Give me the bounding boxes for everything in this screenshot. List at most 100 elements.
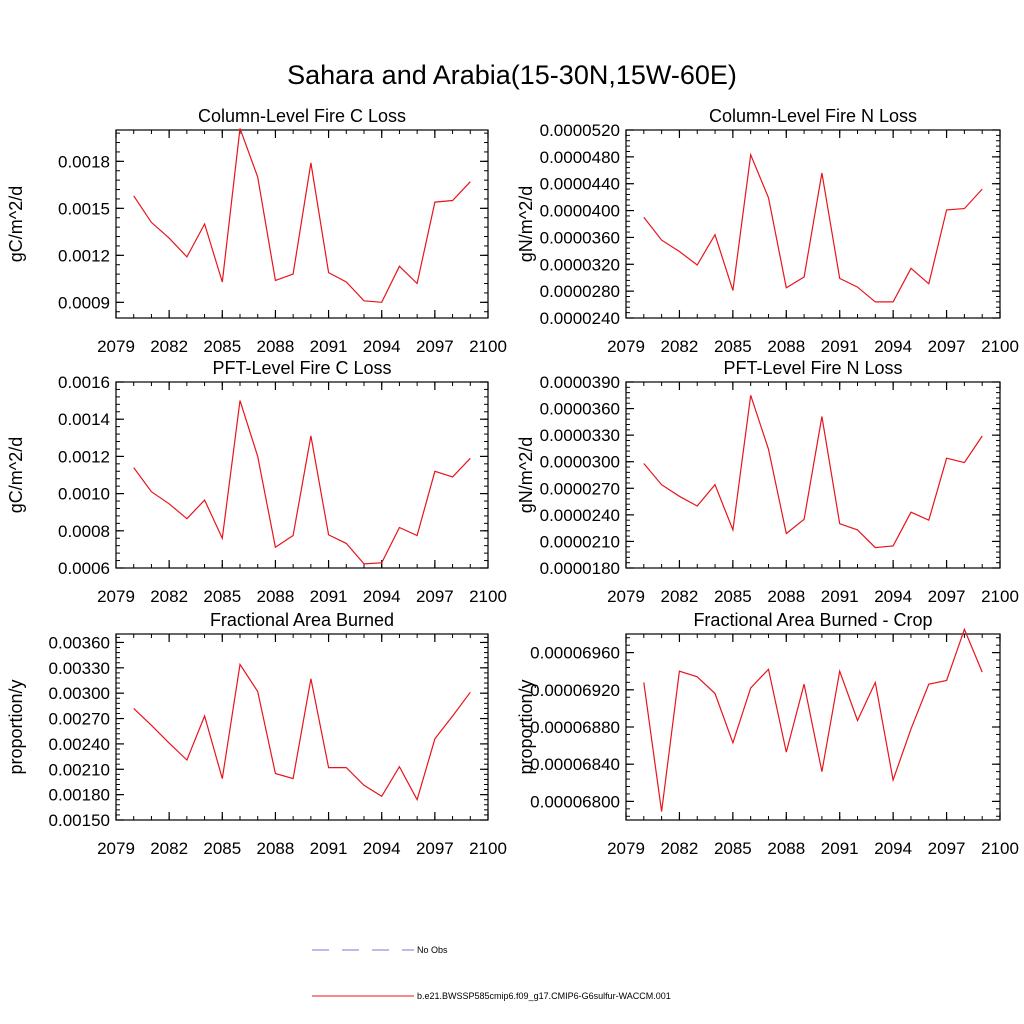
x-tick-label: 2085 — [714, 587, 752, 606]
panel-title: Fractional Area Burned - Crop — [693, 610, 932, 630]
x-tick-label: 2082 — [150, 587, 188, 606]
x-tick-label: 2091 — [821, 587, 859, 606]
y-tick-label: 0.0008 — [58, 522, 110, 541]
y-axis-label: proportion/y — [6, 679, 26, 774]
y-tick-label: 0.00006960 — [530, 644, 620, 663]
y-tick-label: 0.0000360 — [540, 400, 620, 419]
x-tick-label: 2097 — [928, 839, 966, 858]
y-axis-label: gC/m^2/d — [6, 186, 26, 262]
y-tick-label: 0.00180 — [49, 786, 110, 805]
legend-label: b.e21.BWSSP585cmip6.f09_g17.CMIP6-G6sulf… — [417, 991, 671, 1001]
plot-frame — [625, 129, 1001, 319]
x-tick-label: 2091 — [310, 587, 348, 606]
y-tick-label: 0.00006840 — [530, 755, 620, 774]
x-tick-label: 2082 — [150, 337, 188, 356]
plot-frame — [625, 381, 1001, 569]
x-tick-label: 2094 — [363, 337, 401, 356]
x-tick-label: 2091 — [821, 839, 859, 858]
series-line — [643, 395, 983, 549]
chart-panel: Column-Level Fire C Loss gC/m^2/d 2079 2082… — [6, 106, 507, 356]
chart-panel: Column-Level Fire N Loss gN/m^2/d 2079 2082… — [516, 106, 1019, 356]
y-tick-label: 0.0000440 — [540, 175, 620, 194]
x-tick-label: 2094 — [363, 587, 401, 606]
y-tick-label: 0.00300 — [49, 684, 110, 703]
y-tick-label: 0.0014 — [58, 410, 110, 429]
panel-title: Column-Level Fire C Loss — [198, 106, 406, 126]
y-axis-label: gN/m^2/d — [516, 437, 536, 513]
y-tick-label: 0.0000480 — [540, 148, 620, 167]
x-tick-label: 2088 — [767, 839, 805, 858]
x-tick-label: 2088 — [767, 337, 805, 356]
y-tick-label: 0.00210 — [49, 760, 110, 779]
x-tick-label: 2094 — [363, 839, 401, 858]
x-tick-label: 2100 — [981, 587, 1019, 606]
x-tick-label: 2094 — [874, 839, 912, 858]
x-tick-label: 2091 — [310, 839, 348, 858]
y-tick-label: 0.0000400 — [540, 202, 620, 221]
x-tick-label: 2085 — [203, 337, 241, 356]
y-tick-label: 0.0010 — [58, 485, 110, 504]
plot-frame — [115, 633, 489, 821]
x-tick-label: 2094 — [874, 337, 912, 356]
y-axis-label: proportion/y — [516, 679, 536, 774]
x-tick-label: 2085 — [203, 839, 241, 858]
y-tick-label: 0.00150 — [49, 811, 110, 830]
x-tick-label: 2088 — [257, 839, 295, 858]
x-tick-label: 2100 — [981, 337, 1019, 356]
y-tick-label: 0.0009 — [58, 293, 110, 312]
series-line — [133, 128, 471, 303]
x-tick-label: 2082 — [661, 337, 699, 356]
panels: Column-Level Fire C Loss gC/m^2/d 2079 2082… — [6, 106, 1019, 858]
y-tick-label: 0.0016 — [58, 373, 110, 392]
x-tick-label: 2097 — [928, 337, 966, 356]
x-tick-label: 2079 — [97, 839, 135, 858]
chart-panel: PFT-Level Fire N Loss gN/m^2/d 2079 2082 208… — [516, 358, 1019, 606]
figure-title: Sahara and Arabia(15-30N,15W-60E) — [287, 60, 737, 90]
x-tick-label: 2097 — [928, 587, 966, 606]
panel-title: Column-Level Fire N Loss — [709, 106, 917, 126]
chart-panel: Fractional Area Burned proportion/y 2079 20… — [6, 610, 507, 858]
x-tick-label: 2088 — [257, 587, 295, 606]
panel-title: PFT-Level Fire C Loss — [212, 358, 391, 378]
y-tick-label: 0.00270 — [49, 710, 110, 729]
y-tick-label: 0.0000320 — [540, 255, 620, 274]
x-tick-label: 2088 — [257, 337, 295, 356]
chart-panel: Fractional Area Burned - Crop proportion/… — [516, 610, 1019, 858]
y-tick-label: 0.00330 — [49, 659, 110, 678]
y-tick-label: 0.00360 — [49, 633, 110, 652]
x-tick-label: 2079 — [607, 839, 645, 858]
y-tick-label: 0.00240 — [49, 735, 110, 754]
x-tick-label: 2088 — [767, 587, 805, 606]
x-tick-label: 2085 — [714, 337, 752, 356]
x-tick-label: 2082 — [150, 839, 188, 858]
y-tick-label: 0.0000390 — [540, 373, 620, 392]
y-tick-label: 0.0000280 — [540, 282, 620, 301]
y-tick-label: 0.0000330 — [540, 426, 620, 445]
series-line — [133, 662, 471, 802]
x-tick-label: 2082 — [661, 587, 699, 606]
x-tick-label: 2082 — [661, 839, 699, 858]
y-tick-label: 0.0000210 — [540, 532, 620, 551]
y-tick-label: 0.0000240 — [540, 309, 620, 328]
series-line — [643, 152, 983, 303]
y-tick-label: 0.0006 — [58, 559, 110, 578]
x-tick-label: 2100 — [981, 839, 1019, 858]
x-tick-label: 2100 — [469, 337, 507, 356]
y-tick-label: 0.0012 — [58, 447, 110, 466]
y-tick-label: 0.00006800 — [530, 792, 620, 811]
chart-panel: PFT-Level Fire C Loss gC/m^2/d 2079 2082 208… — [6, 358, 507, 606]
x-tick-label: 2097 — [416, 587, 454, 606]
x-tick-label: 2094 — [874, 587, 912, 606]
y-tick-label: 0.0000520 — [540, 121, 620, 140]
x-tick-label: 2079 — [607, 587, 645, 606]
x-tick-label: 2079 — [97, 337, 135, 356]
x-tick-label: 2079 — [607, 337, 645, 356]
legend: No Obs b.e21.BWSSP585cmip6.f09_g17.CMIP6-… — [312, 945, 671, 1001]
y-tick-label: 0.0012 — [58, 246, 110, 265]
y-tick-label: 0.0000360 — [540, 228, 620, 247]
panel-title: PFT-Level Fire N Loss — [723, 358, 902, 378]
y-tick-label: 0.0015 — [58, 199, 110, 218]
y-tick-label: 0.0000300 — [540, 453, 620, 472]
y-tick-label: 0.0018 — [58, 152, 110, 171]
